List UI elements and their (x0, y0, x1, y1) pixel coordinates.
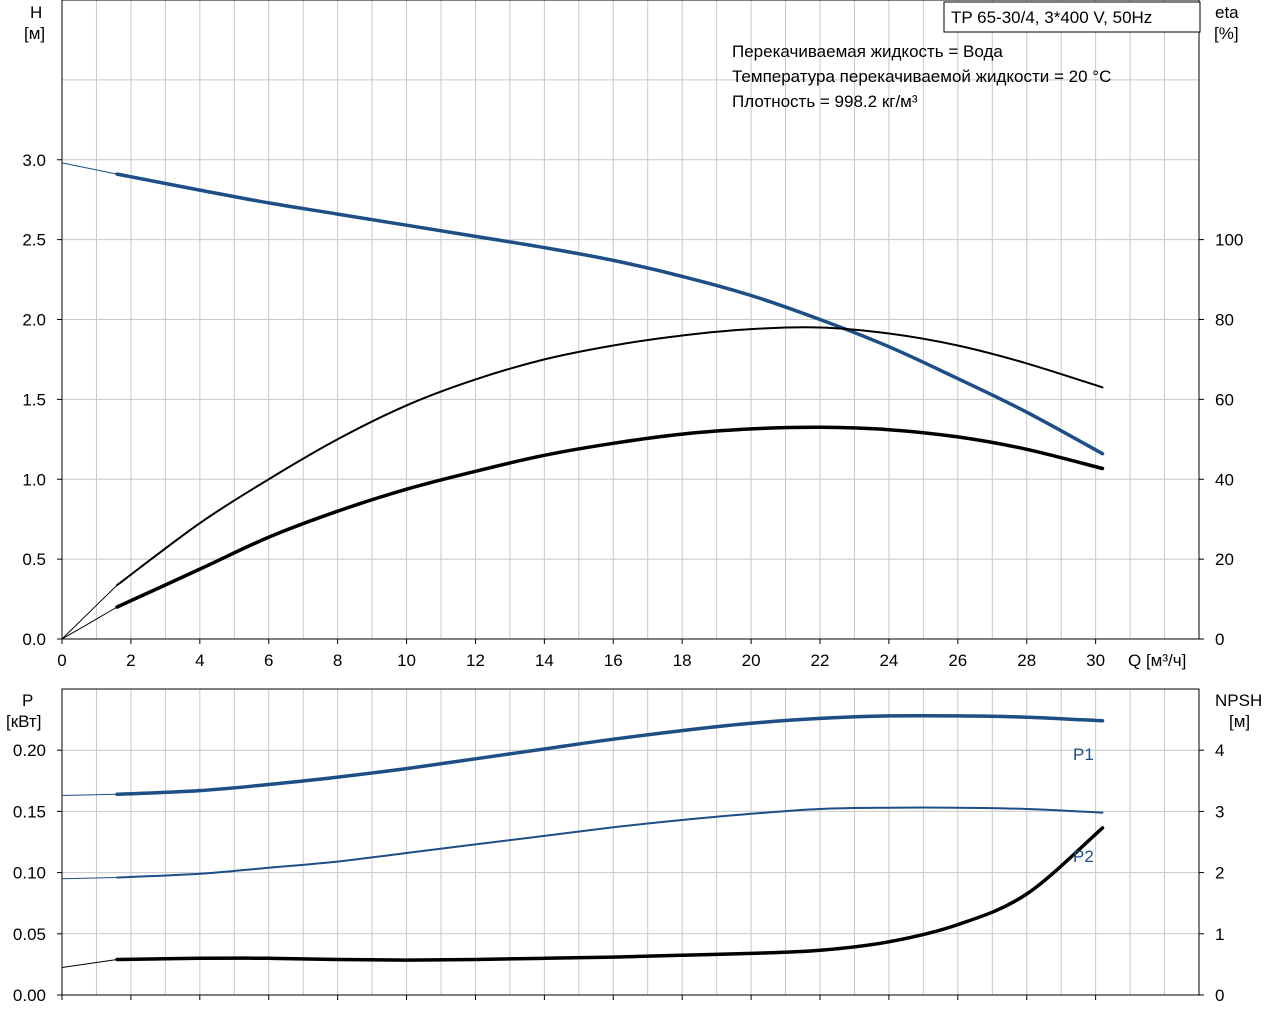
h-axis-label: 1.5 (22, 390, 46, 409)
h-axis-unit: [м] (24, 24, 45, 43)
x-tick-label: 8 (333, 651, 342, 670)
h-axis-label: 0.0 (22, 630, 46, 649)
p-axis-label: 0.15 (13, 802, 46, 821)
top-left-axis: 0.0 0.5 1.0 1.5 2.0 2.5 3.0 (22, 151, 62, 649)
h-axis-label: 1.0 (22, 470, 46, 489)
q-axis-label: Q [м³/ч] (1128, 651, 1186, 670)
x-tick-label: 22 (811, 651, 830, 670)
eta-axis-label: 60 (1215, 390, 1234, 409)
npsh-axis-label: NPSH (1215, 691, 1262, 710)
npsh-axis-label: 2 (1215, 864, 1224, 883)
p-axis-label: P (22, 691, 33, 710)
p1-series-label: P1 (1073, 745, 1094, 764)
h-curve (115, 172, 1105, 456)
eta-axis-label: 80 (1215, 311, 1234, 330)
x-tick-label: 10 (397, 651, 416, 670)
p1-curve (115, 713, 1105, 797)
eta-axis-unit: [%] (1214, 24, 1239, 43)
x-axis: 0 2 4 6 8 10 12 14 16 18 20 22 24 26 28 30 (57, 639, 1105, 1000)
pump-title-box (943, 1, 1201, 33)
h-axis-label: H (30, 3, 42, 22)
npsh-axis-unit: [м] (1229, 712, 1250, 731)
eta-axis-label: 0 (1215, 630, 1224, 649)
top-grid (62, 0, 1199, 639)
h-axis-label: 2.0 (22, 311, 46, 330)
x-tick-label: 12 (466, 651, 485, 670)
note-density: Плотность = 998.2 кг/м³ (732, 92, 918, 111)
p2-curve (116, 806, 1104, 879)
note-liquid: Перекачиваемая жидкость = Вода (732, 42, 1003, 61)
h-axis-label: 3.0 (22, 151, 46, 170)
x-tick-label: 26 (948, 651, 967, 670)
h-axis-label: 0.5 (22, 550, 46, 569)
p2-series-label: P2 (1073, 847, 1094, 866)
p2-lead-in-line (61, 877, 118, 880)
x-tick-label: 28 (1017, 651, 1036, 670)
x-tick-label: 14 (535, 651, 554, 670)
eta-thin-lead-in-line (61, 584, 118, 640)
p-axis-label: 0.00 (13, 986, 46, 1005)
npsh-axis-label: 4 (1215, 741, 1224, 760)
eta-thin-curve (116, 326, 1104, 587)
bottom-left-axis: 0.00 0.05 0.10 0.15 0.20 (13, 741, 62, 1005)
eta-axis-label: 20 (1215, 550, 1234, 569)
p-axis-unit: [кВт] (6, 712, 41, 731)
eta-axis-label: eta (1215, 3, 1239, 22)
eta-thick-curve (115, 425, 1105, 609)
x-tick-label: 4 (195, 651, 204, 670)
x-tick-label: 0 (57, 651, 66, 670)
npsh-lead-in-line (61, 959, 118, 968)
p-axis-label: 0.20 (13, 741, 46, 760)
npsh-axis-label: 0 (1215, 986, 1224, 1005)
bottom-series (61, 713, 1105, 968)
eta-axis-label: 100 (1215, 231, 1243, 250)
eta-thick-lead-in-line (61, 606, 118, 640)
bottom-plot-frame (61, 688, 1200, 996)
npsh-axis-label: 1 (1215, 925, 1224, 944)
p1-lead-in-line (61, 793, 118, 796)
h-lead-in-line (61, 162, 118, 175)
npsh-curve (115, 826, 1105, 962)
npsh-axis-label: 3 (1215, 802, 1224, 821)
x-tick-label: 18 (673, 651, 692, 670)
h-axis-label: 2.5 (22, 231, 46, 250)
x-tick-label: 30 (1086, 651, 1105, 670)
p-axis-label: 0.10 (13, 864, 46, 883)
x-tick-label: 24 (879, 651, 898, 670)
eta-axis-label: 40 (1215, 470, 1234, 489)
x-tick-label: 20 (742, 651, 761, 670)
x-tick-label: 2 (126, 651, 135, 670)
note-temperature: Температура перекачиваемой жидкости = 20… (732, 67, 1111, 86)
bottom-grid (62, 688, 1199, 995)
pump-title: TP 65-30/4, 3*400 V, 50Hz (951, 8, 1152, 27)
top-right-axis: 0 20 40 60 80 100 (1199, 231, 1243, 649)
top-series (61, 162, 1105, 640)
x-tick-label: 16 (604, 651, 623, 670)
p-axis-label: 0.05 (13, 925, 46, 944)
x-tick-label: 6 (264, 651, 273, 670)
bottom-right-axis: 0 1 2 3 4 (1199, 741, 1224, 1005)
